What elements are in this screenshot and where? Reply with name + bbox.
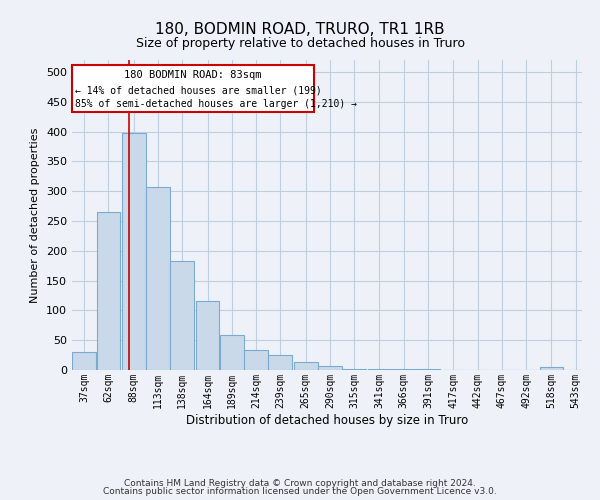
Text: 85% of semi-detached houses are larger (1,210) →: 85% of semi-detached houses are larger (…	[75, 100, 357, 110]
Bar	[342, 369, 366, 370]
Bar	[220, 336, 244, 370]
Text: 180 BODMIN ROAD: 83sqm: 180 BODMIN ROAD: 83sqm	[124, 70, 262, 80]
Text: Contains public sector information licensed under the Open Government Licence v3: Contains public sector information licen…	[103, 487, 497, 496]
Bar	[146, 187, 170, 370]
X-axis label: Distribution of detached houses by size in Truro: Distribution of detached houses by size …	[186, 414, 468, 426]
Text: Size of property relative to detached houses in Truro: Size of property relative to detached ho…	[136, 38, 464, 51]
Bar	[318, 366, 342, 370]
Bar	[97, 212, 121, 370]
Bar	[539, 367, 563, 370]
Bar	[122, 134, 146, 370]
Y-axis label: Number of detached properties: Number of detached properties	[31, 128, 40, 302]
Bar	[268, 355, 292, 370]
Bar	[244, 350, 268, 370]
Bar	[294, 362, 317, 370]
Bar	[368, 369, 391, 370]
FancyBboxPatch shape	[72, 65, 314, 112]
Text: 180, BODMIN ROAD, TRURO, TR1 1RB: 180, BODMIN ROAD, TRURO, TR1 1RB	[155, 22, 445, 38]
Bar	[170, 261, 194, 370]
Bar	[72, 352, 96, 370]
Text: Contains HM Land Registry data © Crown copyright and database right 2024.: Contains HM Land Registry data © Crown c…	[124, 478, 476, 488]
Text: ← 14% of detached houses are smaller (199): ← 14% of detached houses are smaller (19…	[75, 85, 322, 95]
Bar	[196, 302, 220, 370]
